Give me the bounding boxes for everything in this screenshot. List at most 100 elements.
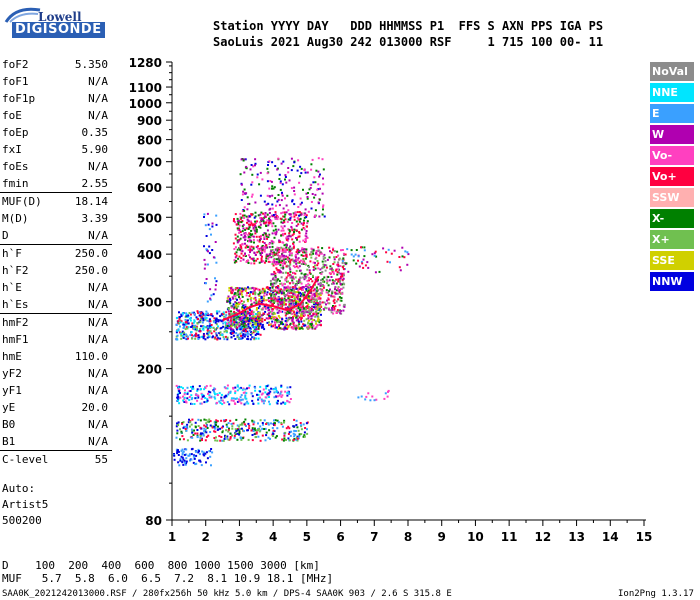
echo-point — [237, 305, 240, 308]
echo-point — [278, 269, 281, 272]
echo-point — [342, 252, 345, 255]
echo-point — [278, 259, 281, 262]
echo-point — [182, 399, 185, 402]
echo-point — [331, 282, 333, 285]
echo-point — [371, 253, 374, 256]
echo-point — [257, 250, 260, 253]
echo-point — [261, 219, 264, 222]
echo-point — [209, 424, 212, 427]
echo-point — [190, 453, 193, 456]
echo-point — [252, 403, 255, 405]
echo-point — [299, 291, 302, 294]
echo-point — [260, 259, 263, 262]
echo-point — [311, 158, 314, 161]
echo-point — [274, 232, 276, 235]
echo-point — [292, 277, 295, 280]
echo-point — [306, 305, 309, 307]
echo-point — [235, 251, 238, 254]
echo-point — [225, 429, 228, 432]
echo-point — [226, 325, 229, 327]
param-row: B0 N/A — [0, 416, 112, 433]
echo-point — [274, 213, 277, 216]
echo-point — [218, 400, 221, 403]
echo-point — [262, 233, 265, 236]
echo-point — [289, 322, 292, 325]
echo-point — [318, 175, 321, 178]
echo-point — [268, 317, 271, 319]
echo-point — [272, 317, 275, 320]
echo-point — [265, 257, 268, 260]
echo-point — [251, 235, 254, 238]
echo-point — [315, 325, 318, 328]
echo-point — [274, 261, 277, 264]
echo-point — [191, 337, 194, 340]
echo-point — [262, 290, 265, 293]
echo-point — [199, 320, 202, 323]
echo-point — [198, 311, 201, 314]
echo-point — [308, 266, 310, 269]
echo-point — [288, 213, 291, 216]
echo-point — [271, 435, 274, 437]
echo-point — [255, 429, 258, 432]
echo-point — [255, 230, 258, 233]
echo-point — [310, 311, 312, 314]
echo-point — [265, 431, 268, 434]
echo-point — [260, 220, 263, 223]
echo-point — [200, 316, 203, 319]
echo-point — [301, 307, 304, 310]
echo-point — [293, 313, 296, 316]
echo-point — [303, 435, 306, 438]
echo-point — [186, 439, 189, 442]
echo-point — [176, 429, 179, 432]
echo-point — [250, 299, 253, 302]
echo-point — [232, 422, 235, 425]
echo-point — [305, 232, 308, 235]
param-row: yF1 N/A — [0, 382, 112, 399]
echo-point — [250, 319, 253, 322]
echo-point — [285, 271, 287, 274]
echo-point — [206, 336, 209, 339]
echo-point — [249, 293, 251, 296]
echo-point — [246, 259, 249, 262]
echo-point — [194, 432, 197, 435]
echo-point — [235, 254, 238, 257]
echo-point — [272, 187, 275, 190]
echo-point — [284, 311, 287, 314]
echo-point — [290, 258, 293, 261]
echo-point — [182, 322, 185, 325]
echo-point — [281, 211, 284, 214]
echo-point — [297, 257, 300, 260]
echo-point — [243, 188, 246, 191]
echo-point — [230, 287, 233, 289]
echo-point — [315, 302, 318, 305]
echo-point — [319, 310, 322, 313]
echo-point — [250, 213, 253, 216]
echo-point — [291, 238, 294, 241]
echo-point — [191, 447, 194, 450]
echo-point — [252, 238, 255, 241]
echo-point — [259, 292, 261, 295]
echo-point — [274, 282, 277, 285]
echo-point — [186, 319, 189, 322]
echo-point — [309, 307, 311, 310]
echo-point — [205, 400, 208, 403]
echo-point — [267, 394, 270, 397]
echo-point — [268, 256, 271, 259]
echo-point — [233, 248, 236, 250]
echo-point — [199, 460, 202, 463]
echo-point — [291, 296, 293, 299]
echo-point — [333, 302, 336, 304]
echo-point — [292, 327, 295, 330]
echo-point — [285, 238, 288, 241]
echo-point — [292, 439, 295, 441]
echo-point — [268, 246, 271, 249]
echo-point — [293, 429, 296, 432]
echo-point — [254, 226, 257, 229]
param-row: h`F2 250.0 — [0, 262, 112, 279]
echo-point — [296, 314, 299, 317]
echo-point — [275, 215, 278, 218]
echo-point — [180, 455, 183, 458]
echo-point — [191, 430, 194, 432]
echo-point — [181, 330, 184, 333]
echo-point — [254, 253, 257, 256]
